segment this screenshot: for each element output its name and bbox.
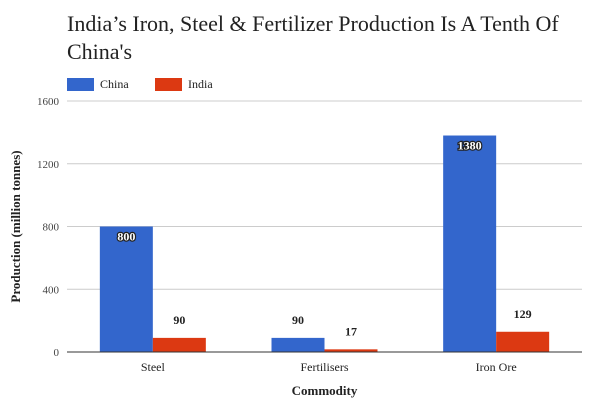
data-label: 90 bbox=[173, 313, 185, 327]
x-tick-label: Iron Ore bbox=[476, 360, 517, 374]
x-tick-label: Fertilisers bbox=[301, 360, 349, 374]
y-tick-label: 800 bbox=[43, 222, 60, 234]
bar-china[interactable] bbox=[271, 337, 325, 352]
x-tick-label: Steel bbox=[141, 360, 166, 374]
bar-china[interactable] bbox=[443, 135, 497, 352]
chart-title: India’s Iron, Steel & Fertilizer Product… bbox=[67, 11, 559, 64]
bar-india[interactable] bbox=[152, 337, 206, 352]
legend-item-india[interactable]: India bbox=[155, 76, 213, 92]
data-label: 90 bbox=[292, 313, 304, 327]
y-tick-label: 0 bbox=[54, 347, 60, 359]
data-label: 1380 bbox=[458, 139, 482, 153]
bar-china[interactable] bbox=[99, 226, 153, 353]
legend-swatch-china bbox=[67, 77, 94, 91]
y-tick-label: 1200 bbox=[37, 159, 60, 171]
y-tick-label: 1600 bbox=[37, 96, 60, 108]
legend-label-china: China bbox=[100, 76, 129, 91]
data-label: 17 bbox=[345, 324, 357, 338]
y-axis-title: Production (million tonnes) bbox=[8, 150, 23, 302]
legend-item-china[interactable]: China bbox=[67, 76, 129, 92]
legend-label-india: India bbox=[188, 76, 213, 91]
y-tick-label: 400 bbox=[43, 284, 60, 296]
legend-swatch-india bbox=[155, 77, 182, 91]
data-label: 129 bbox=[514, 307, 532, 321]
bar-india[interactable] bbox=[496, 331, 550, 352]
data-label: 800 bbox=[117, 230, 135, 244]
bar-india[interactable] bbox=[324, 349, 378, 352]
x-axis-title: Commodity bbox=[292, 383, 358, 398]
